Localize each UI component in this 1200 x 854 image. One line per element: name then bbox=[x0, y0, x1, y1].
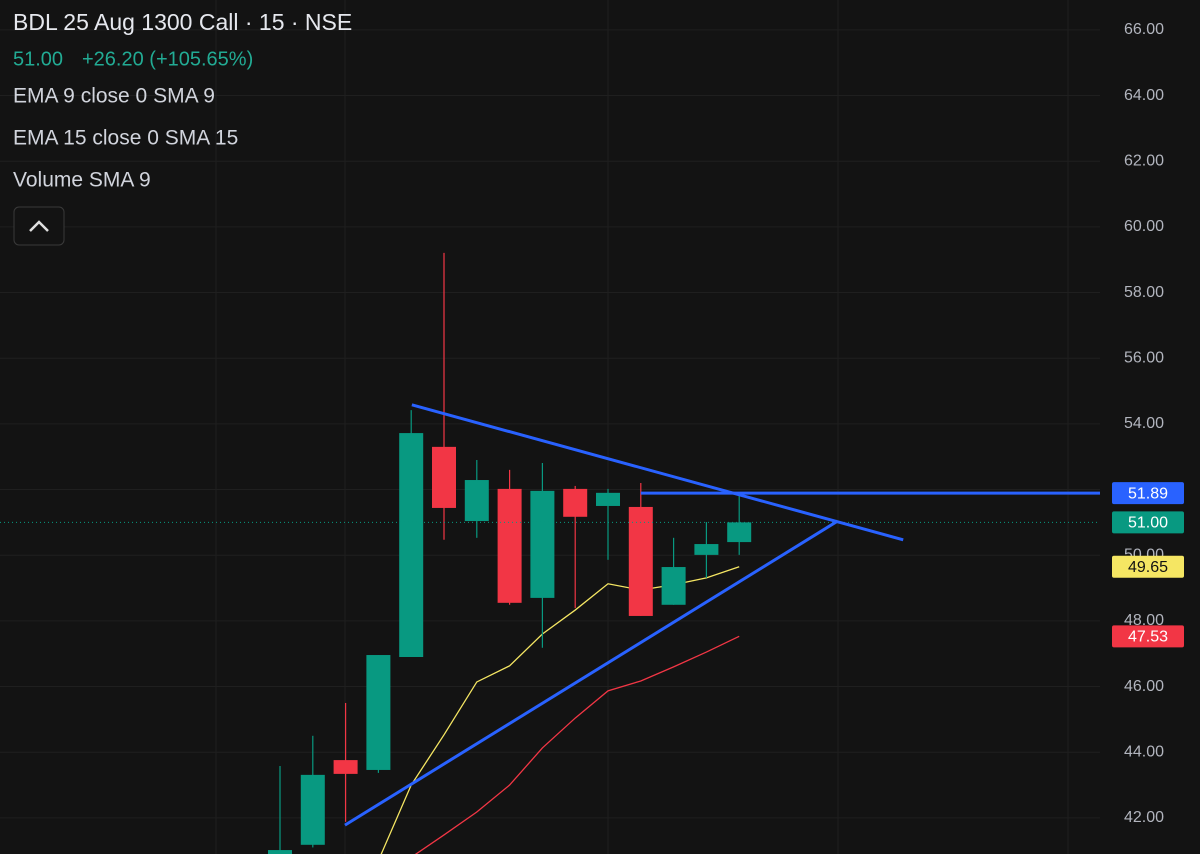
candle-body bbox=[497, 488, 522, 603]
candle-body bbox=[661, 567, 686, 605]
candle-body bbox=[333, 760, 358, 774]
price-label: 47.53 bbox=[1128, 629, 1168, 646]
chart-title: BDL 25 Aug 1300 Call · 15 · NSE bbox=[13, 9, 352, 35]
candle-body bbox=[366, 655, 391, 770]
price-label: 51.89 bbox=[1128, 485, 1168, 502]
trendline bbox=[344, 519, 839, 827]
price-change: +26.20 (+105.65%) bbox=[82, 48, 253, 70]
candle-body bbox=[596, 492, 620, 506]
price-label-box bbox=[1112, 511, 1184, 534]
price-label-box bbox=[1112, 555, 1184, 578]
indicator-legend: Volume SMA 9 bbox=[13, 169, 151, 192]
y-tick-label: 54.00 bbox=[1124, 415, 1164, 432]
candle-body bbox=[727, 522, 752, 543]
y-tick-label: 48.00 bbox=[1124, 612, 1164, 629]
candle-body bbox=[694, 544, 719, 555]
y-tick-label: 64.00 bbox=[1124, 87, 1164, 104]
y-tick-label: 66.00 bbox=[1124, 21, 1164, 38]
price-label: 49.65 bbox=[1128, 559, 1168, 576]
candle-body bbox=[432, 446, 456, 508]
price-label-box bbox=[1112, 625, 1184, 648]
collapse-button[interactable] bbox=[13, 206, 65, 246]
price-axis: 42.0044.0046.0048.0050.0052.0054.0056.00… bbox=[1112, 21, 1184, 826]
chevron-icon[interactable] bbox=[29, 220, 49, 232]
collapse-button-frame[interactable] bbox=[13, 206, 65, 246]
price-label-box bbox=[1112, 482, 1184, 505]
trendline bbox=[411, 403, 904, 542]
candle-body bbox=[464, 480, 489, 522]
y-tick-label: 44.00 bbox=[1124, 743, 1164, 760]
y-tick-label: 62.00 bbox=[1124, 152, 1164, 169]
plot bbox=[0, 29, 1100, 854]
indicator-legend: EMA 9 close 0 SMA 9 bbox=[13, 85, 215, 108]
indicator-line bbox=[414, 635, 740, 854]
last-price: 51.00 bbox=[13, 48, 63, 70]
candle-body bbox=[530, 490, 555, 598]
candle-body bbox=[268, 850, 292, 854]
candle-body bbox=[563, 488, 588, 517]
candle-body bbox=[399, 433, 424, 657]
y-tick-label: 46.00 bbox=[1124, 678, 1164, 695]
indicator-line bbox=[380, 566, 740, 854]
grid bbox=[215, 0, 1069, 854]
indicator-legend: EMA 15 close 0 SMA 15 bbox=[13, 127, 238, 150]
price-label: 51.00 bbox=[1128, 515, 1168, 532]
y-tick-label: 60.00 bbox=[1124, 218, 1164, 235]
candle-body bbox=[300, 774, 325, 845]
y-tick-label: 58.00 bbox=[1124, 284, 1164, 301]
candle-body bbox=[628, 506, 653, 616]
y-tick-label: 56.00 bbox=[1124, 349, 1164, 366]
y-tick-label: 42.00 bbox=[1124, 809, 1164, 826]
